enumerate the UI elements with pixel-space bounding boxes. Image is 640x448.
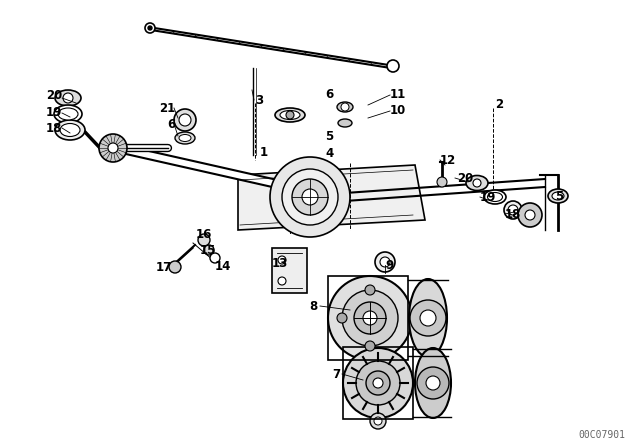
Polygon shape bbox=[112, 143, 349, 204]
Ellipse shape bbox=[175, 132, 195, 144]
Polygon shape bbox=[238, 165, 425, 230]
Text: 5: 5 bbox=[325, 129, 333, 142]
Text: 19: 19 bbox=[45, 105, 62, 119]
Text: 6: 6 bbox=[167, 117, 175, 130]
Circle shape bbox=[365, 341, 375, 351]
Bar bbox=[272, 248, 307, 293]
Circle shape bbox=[292, 179, 328, 215]
Ellipse shape bbox=[60, 124, 80, 137]
Ellipse shape bbox=[280, 111, 300, 120]
Text: 00C07901: 00C07901 bbox=[578, 430, 625, 440]
Text: 10: 10 bbox=[390, 103, 406, 116]
Circle shape bbox=[278, 277, 286, 285]
Text: 9: 9 bbox=[385, 258, 393, 271]
Circle shape bbox=[504, 201, 522, 219]
Text: 11: 11 bbox=[390, 87, 406, 100]
Circle shape bbox=[375, 252, 395, 272]
Text: 4: 4 bbox=[325, 146, 333, 159]
Text: 15: 15 bbox=[200, 244, 216, 257]
Text: 18: 18 bbox=[45, 121, 62, 134]
Circle shape bbox=[210, 253, 220, 263]
Text: 20: 20 bbox=[45, 89, 62, 102]
Ellipse shape bbox=[179, 134, 191, 142]
Text: 6: 6 bbox=[325, 87, 333, 100]
Circle shape bbox=[337, 313, 347, 323]
Text: 19: 19 bbox=[480, 190, 497, 203]
Ellipse shape bbox=[58, 108, 78, 120]
Circle shape bbox=[63, 93, 73, 103]
Circle shape bbox=[363, 311, 377, 325]
Circle shape bbox=[341, 103, 349, 111]
Circle shape bbox=[370, 413, 386, 429]
Text: 14: 14 bbox=[215, 259, 232, 272]
Text: 17: 17 bbox=[156, 260, 172, 273]
Circle shape bbox=[387, 60, 399, 72]
Circle shape bbox=[148, 26, 152, 30]
Ellipse shape bbox=[415, 348, 451, 418]
Text: 21: 21 bbox=[159, 102, 175, 115]
Ellipse shape bbox=[55, 120, 85, 140]
Circle shape bbox=[525, 210, 535, 220]
Text: 16: 16 bbox=[196, 228, 212, 241]
Circle shape bbox=[278, 256, 286, 264]
Circle shape bbox=[354, 302, 386, 334]
Circle shape bbox=[270, 157, 350, 237]
Text: 2: 2 bbox=[495, 98, 503, 111]
Circle shape bbox=[328, 276, 412, 360]
Circle shape bbox=[302, 189, 318, 205]
Text: 13: 13 bbox=[272, 257, 288, 270]
Circle shape bbox=[343, 348, 413, 418]
Circle shape bbox=[145, 23, 155, 33]
Ellipse shape bbox=[54, 105, 82, 123]
Circle shape bbox=[417, 367, 449, 399]
Circle shape bbox=[473, 179, 481, 187]
Circle shape bbox=[174, 109, 196, 131]
Text: 1: 1 bbox=[260, 146, 268, 159]
Ellipse shape bbox=[552, 192, 564, 200]
Text: 12: 12 bbox=[440, 154, 456, 167]
Circle shape bbox=[420, 310, 436, 326]
Circle shape bbox=[204, 245, 214, 255]
Circle shape bbox=[356, 361, 400, 405]
Ellipse shape bbox=[484, 190, 506, 204]
Text: 20: 20 bbox=[457, 172, 473, 185]
Circle shape bbox=[380, 257, 390, 267]
Ellipse shape bbox=[337, 102, 353, 112]
Circle shape bbox=[282, 169, 338, 225]
Circle shape bbox=[373, 378, 383, 388]
Ellipse shape bbox=[548, 189, 568, 203]
Circle shape bbox=[179, 114, 191, 126]
Circle shape bbox=[108, 143, 118, 153]
Circle shape bbox=[198, 234, 210, 246]
Ellipse shape bbox=[55, 90, 81, 106]
Circle shape bbox=[342, 290, 398, 346]
Ellipse shape bbox=[275, 108, 305, 122]
Ellipse shape bbox=[409, 279, 447, 357]
Ellipse shape bbox=[466, 176, 488, 190]
Circle shape bbox=[426, 376, 440, 390]
Circle shape bbox=[169, 261, 181, 273]
Text: 18: 18 bbox=[505, 207, 522, 220]
Circle shape bbox=[366, 371, 390, 395]
Text: 8: 8 bbox=[310, 300, 318, 313]
Circle shape bbox=[286, 111, 294, 119]
Text: 3: 3 bbox=[255, 94, 263, 107]
Circle shape bbox=[99, 134, 127, 162]
Circle shape bbox=[437, 177, 447, 187]
Circle shape bbox=[374, 417, 382, 425]
Text: 5: 5 bbox=[555, 190, 563, 202]
Circle shape bbox=[365, 285, 375, 295]
Circle shape bbox=[508, 205, 518, 215]
Ellipse shape bbox=[488, 193, 502, 202]
Circle shape bbox=[518, 203, 542, 227]
Circle shape bbox=[410, 300, 446, 336]
Text: 7: 7 bbox=[332, 367, 340, 380]
Ellipse shape bbox=[338, 119, 352, 127]
